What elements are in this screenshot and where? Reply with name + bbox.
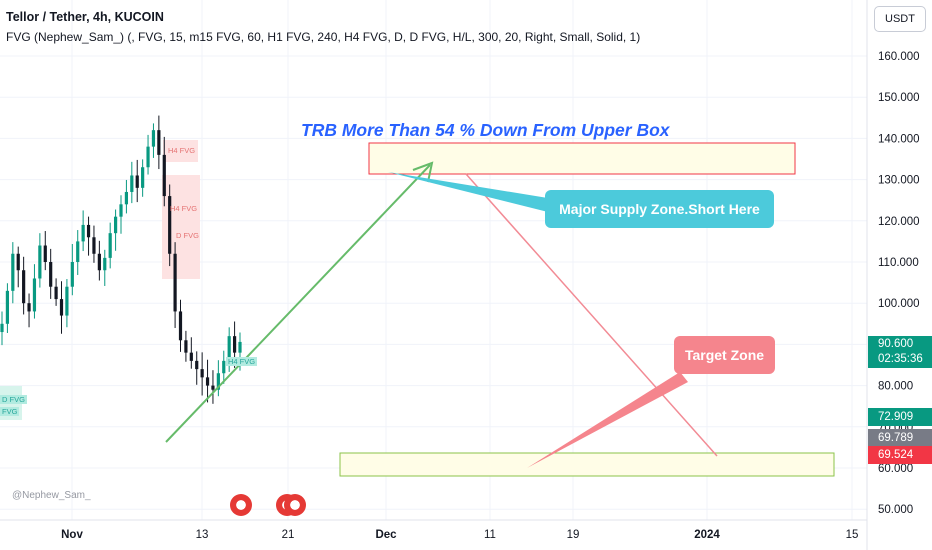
fvg-label: FVG — [0, 407, 20, 416]
time-tick-label: Dec — [375, 529, 397, 541]
candle-body — [157, 130, 161, 155]
candle-body — [168, 196, 172, 254]
candle-body — [108, 233, 112, 258]
indicator-legend[interactable]: FVG (Nephew_Sam_) (, FVG, 15, m15 FVG, 6… — [6, 30, 641, 44]
fvg-label: D FVG — [0, 395, 27, 404]
candle-body — [135, 175, 139, 188]
currency-button[interactable]: USDT — [874, 6, 926, 32]
price-tick-label: 50.000 — [878, 504, 913, 516]
candle-body — [81, 224, 85, 242]
candle-body — [70, 262, 74, 287]
time-tick-label: 11 — [484, 529, 496, 541]
target-zone-box — [339, 452, 835, 477]
candle-body — [32, 278, 37, 312]
time-tick-label: 21 — [282, 529, 295, 541]
target-callout-tail — [527, 372, 688, 468]
candle-body — [146, 146, 150, 168]
candle-body — [11, 253, 15, 291]
candle-body — [173, 253, 177, 312]
headline-annotation: TRB More Than 54 % Down From Upper Box — [301, 120, 670, 140]
candle-body — [216, 373, 220, 390]
candle-body — [38, 245, 42, 279]
author-watermark: @Nephew_Sam_ — [12, 490, 91, 501]
candle-body — [195, 360, 199, 370]
supply-zone-callout: Major Supply Zone.Short Here — [545, 190, 774, 228]
time-tick-label: Nov — [61, 529, 83, 541]
candle-body — [232, 336, 237, 353]
level-badge-2: 69.789 — [868, 429, 932, 447]
candle-body — [65, 286, 69, 316]
candle-body — [141, 167, 145, 188]
h4-fvg-area-2 — [162, 175, 200, 279]
candle-body — [43, 245, 47, 262]
red-down-line — [465, 173, 718, 457]
upper-supply-box — [368, 142, 796, 175]
candle-body — [211, 385, 215, 390]
price-tick-label: 80.000 — [878, 381, 913, 393]
h4-fvg-area-1 — [163, 140, 198, 162]
candle-body — [59, 299, 64, 316]
green-up-arrow-line — [165, 164, 431, 443]
fvg-label: H4 FVG — [170, 204, 198, 213]
level-badge-3: 69.524 — [868, 446, 932, 464]
last-price-badge: 90.600 02:35:36 — [868, 336, 932, 368]
fvg-label: D FVG — [176, 231, 199, 240]
us-flag-event-icon[interactable] — [230, 494, 252, 516]
target-zone-callout: Target Zone — [674, 336, 775, 374]
price-tick-label: 140.000 — [878, 133, 920, 145]
candle-body — [103, 257, 107, 271]
candle-body — [49, 262, 53, 287]
candle-body — [189, 352, 193, 361]
time-axis[interactable]: Nov 13 21 Dec 11 19 2024 15 — [61, 529, 858, 541]
grid — [0, 0, 867, 520]
candle-body — [92, 237, 96, 254]
candle-body — [113, 216, 118, 234]
candles — [0, 115, 242, 404]
candle-body — [97, 253, 101, 271]
fvg-label: H4 FVG — [226, 357, 258, 366]
price-tick-label: 60.000 — [878, 463, 913, 475]
price-tick-label: 110.000 — [878, 257, 919, 269]
candle-body — [200, 369, 204, 378]
us-flag-event-icon[interactable] — [284, 494, 306, 516]
symbol-title[interactable]: Tellor / Tether, 4h, KUCOIN — [6, 10, 164, 24]
green-up-arrow-head — [412, 161, 434, 183]
price-tick-label: 100.000 — [878, 298, 920, 310]
level-badge-1: 72.909 — [868, 408, 932, 426]
candle-body — [54, 286, 58, 300]
time-tick-label: 2024 — [694, 529, 720, 541]
candle-body — [238, 341, 242, 353]
candle-body — [184, 340, 188, 353]
candle-body — [151, 130, 156, 147]
candle-body — [222, 360, 226, 374]
supply-callout-tail — [388, 172, 560, 214]
candle-body — [162, 154, 166, 197]
price-tick-label: 130.000 — [878, 175, 920, 187]
candle-body — [22, 270, 26, 304]
price-tick-label: 160.000 — [878, 51, 920, 63]
last-price: 90.600 — [878, 338, 914, 350]
candle-body — [178, 311, 183, 341]
price-tick-label: 120.000 — [878, 216, 920, 228]
candle-body — [0, 323, 4, 333]
candle-body — [76, 241, 80, 262]
price-tick-label: 150.000 — [878, 92, 920, 104]
candle-body — [130, 175, 134, 192]
candle-body — [5, 290, 10, 324]
candle-body — [119, 204, 123, 217]
candle-body — [86, 224, 91, 238]
fvg-label: H4 FVG — [168, 146, 196, 155]
candle-body — [205, 377, 210, 386]
candle-body — [16, 253, 20, 271]
candle-body — [124, 191, 129, 205]
candle-body — [227, 336, 231, 361]
time-tick-label: 15 — [846, 529, 859, 541]
time-tick-label: 19 — [567, 529, 580, 541]
candle-body — [27, 303, 31, 312]
time-tick-label: 13 — [196, 529, 209, 541]
bar-countdown: 02:35:36 — [878, 353, 923, 365]
